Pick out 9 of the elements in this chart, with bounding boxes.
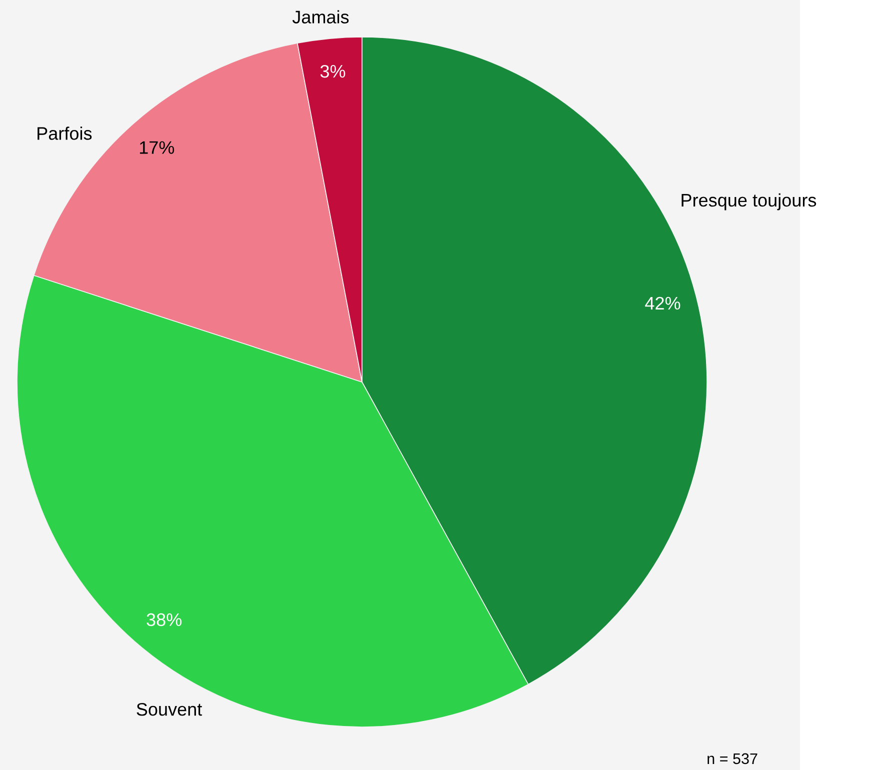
slice-label: Souvent <box>136 702 202 716</box>
data-label: 38% <box>146 613 182 626</box>
data-label: 42% <box>645 296 680 310</box>
slice-label: Presque toujours <box>682 193 816 210</box>
data-label: 17% <box>140 141 174 154</box>
slice-label: Jamais <box>292 10 349 24</box>
slice-label: Parfois <box>38 126 92 140</box>
data-label: 3% <box>320 64 346 78</box>
text: n = 537 <box>708 753 758 764</box>
